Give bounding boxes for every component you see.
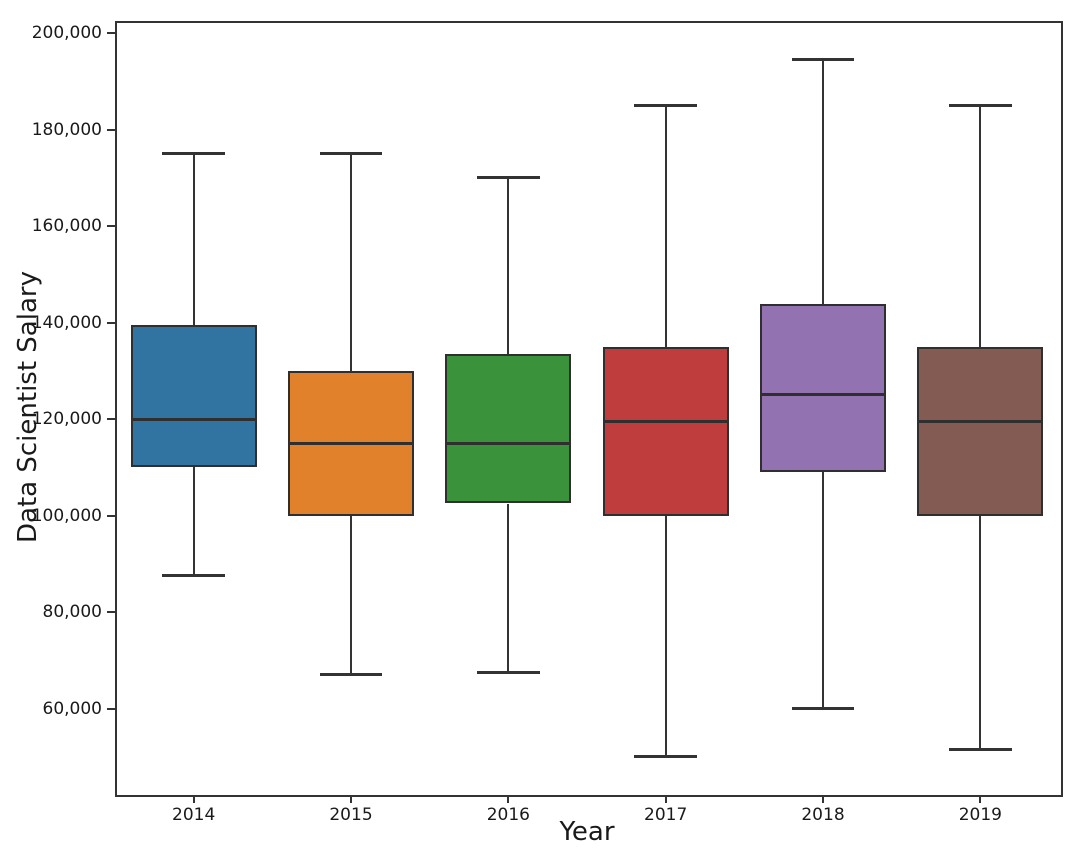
x-tick-label-2016: 2016 xyxy=(486,805,530,825)
median-2018 xyxy=(762,393,884,397)
x-tick-2017 xyxy=(664,795,667,803)
lower-whisker-cap-2017 xyxy=(634,755,698,759)
y-tick-160000 xyxy=(107,225,115,228)
box-2019 xyxy=(917,346,1044,516)
x-tick-label-2017: 2017 xyxy=(644,805,688,825)
lower-whisker-cap-2016 xyxy=(476,670,540,674)
box-2014 xyxy=(130,324,257,468)
upper-whisker-2018 xyxy=(822,59,824,305)
x-tick-2016 xyxy=(507,795,510,803)
y-tick-200000 xyxy=(107,32,115,35)
median-2014 xyxy=(132,417,255,421)
y-tick-label-60000: 60,000 xyxy=(42,698,102,719)
x-axis-label: Year xyxy=(559,817,615,847)
lower-whisker-2014 xyxy=(192,467,195,576)
upper-whisker-2015 xyxy=(350,153,352,371)
median-2015 xyxy=(290,441,412,445)
y-tick-100000 xyxy=(107,514,115,517)
median-2016 xyxy=(447,441,570,445)
upper-whisker-cap-2016 xyxy=(476,176,540,180)
lower-whisker-2016 xyxy=(507,503,510,673)
lower-whisker-cap-2018 xyxy=(791,707,855,711)
box-2018 xyxy=(760,304,886,473)
median-2017 xyxy=(604,419,727,423)
y-tick-180000 xyxy=(107,128,115,131)
y-tick-label-120000: 120,000 xyxy=(31,409,102,430)
x-tick-2019 xyxy=(979,795,982,803)
x-tick-2018 xyxy=(822,795,824,803)
y-tick-140000 xyxy=(107,321,115,324)
upper-whisker-2016 xyxy=(507,177,510,354)
y-tick-label-180000: 180,000 xyxy=(31,119,102,140)
y-tick-label-160000: 160,000 xyxy=(31,216,102,237)
upper-whisker-2019 xyxy=(979,105,982,347)
box-2016 xyxy=(445,353,572,504)
lower-whisker-2017 xyxy=(664,515,667,757)
y-tick-label-200000: 200,000 xyxy=(31,23,102,44)
upper-whisker-cap-2015 xyxy=(319,152,383,156)
plot-area xyxy=(115,21,1063,797)
box-2017 xyxy=(602,346,729,516)
lower-whisker-2019 xyxy=(979,515,982,750)
upper-whisker-cap-2017 xyxy=(634,103,698,107)
x-tick-2014 xyxy=(192,795,195,803)
upper-whisker-cap-2019 xyxy=(948,103,1012,107)
lower-whisker-2018 xyxy=(822,472,824,709)
upper-whisker-2014 xyxy=(192,153,195,325)
lower-whisker-cap-2015 xyxy=(319,673,383,677)
y-tick-60000 xyxy=(107,707,115,710)
upper-whisker-cap-2018 xyxy=(791,58,855,62)
y-tick-120000 xyxy=(107,418,115,421)
lower-whisker-2015 xyxy=(350,515,352,675)
x-tick-2015 xyxy=(350,795,352,803)
x-tick-label-2019: 2019 xyxy=(958,805,1002,825)
y-tick-label-80000: 80,000 xyxy=(42,602,102,623)
lower-whisker-cap-2019 xyxy=(948,748,1012,752)
lower-whisker-cap-2014 xyxy=(162,574,226,578)
y-tick-label-100000: 100,000 xyxy=(31,505,102,526)
y-tick-80000 xyxy=(107,611,115,614)
x-tick-label-2018: 2018 xyxy=(801,805,845,825)
median-2019 xyxy=(919,419,1042,423)
y-tick-label-140000: 140,000 xyxy=(31,312,102,333)
upper-whisker-2017 xyxy=(664,105,667,347)
x-tick-label-2014: 2014 xyxy=(172,805,216,825)
x-tick-label-2015: 2015 xyxy=(329,805,373,825)
upper-whisker-cap-2014 xyxy=(162,152,226,156)
